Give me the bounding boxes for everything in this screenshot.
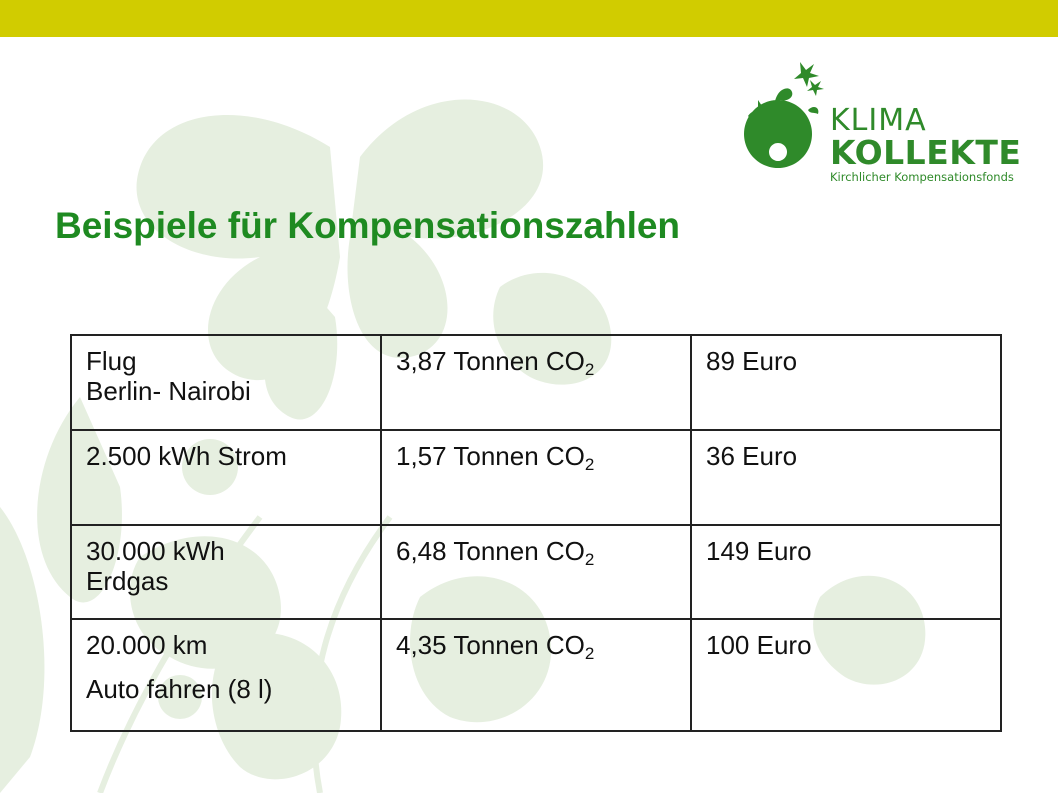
logo-line-kollekte: KOLLEKTE [830, 133, 1022, 172]
logo-tagline: Kirchlicher Kompensationsfonds [830, 170, 1014, 184]
compensation-table: Flug Berlin- Nairobi 3,87 Tonnen CO2 89 … [70, 334, 1002, 732]
klima-kollekte-logo: KLIMA KOLLEKTE Kirchlicher Kompensations… [738, 58, 1038, 188]
price-cell: 36 Euro [690, 429, 1002, 526]
activity-label-line: 2.500 kWh Strom [86, 441, 287, 471]
co2-subscript: 2 [584, 550, 595, 569]
activity-cell: 2.500 kWh Strom [70, 429, 382, 526]
top-color-band [0, 0, 1058, 37]
activity-label-line: Auto fahren (8 l) [86, 674, 273, 704]
slide-title: Beispiele für Kompensationszahlen [55, 205, 681, 246]
co2-subscript: 2 [584, 455, 595, 474]
table-row: 30.000 kWh Erdgas 6,48 Tonnen CO2 149 Eu… [70, 524, 1002, 620]
co2-cell: 4,35 Tonnen CO2 [380, 618, 692, 732]
price-value: 149 Euro [706, 536, 812, 566]
table-row: 2.500 kWh Strom 1,57 Tonnen CO2 36 Euro [70, 429, 1002, 526]
co2-cell: 1,57 Tonnen CO2 [380, 429, 692, 526]
price-value: 100 Euro [706, 630, 812, 660]
price-value: 89 Euro [706, 346, 798, 376]
co2-amount: 6,48 Tonnen CO [396, 536, 585, 566]
co2-cell: 3,87 Tonnen CO2 [380, 334, 692, 431]
activity-cell: 20.000 km Auto fahren (8 l) [70, 618, 382, 732]
co2-amount: 3,87 Tonnen CO [396, 346, 585, 376]
activity-cell: 30.000 kWh Erdgas [70, 524, 382, 620]
activity-label-line: Berlin- Nairobi [86, 376, 251, 406]
activity-label-line: 20.000 km [86, 630, 208, 660]
co2-subscript: 2 [584, 644, 595, 663]
co2-amount: 4,35 Tonnen CO [396, 630, 585, 660]
activity-cell: Flug Berlin- Nairobi [70, 334, 382, 431]
price-cell: 89 Euro [690, 334, 1002, 431]
activity-label-line: Erdgas [86, 566, 169, 596]
activity-label-line: Flug [86, 346, 137, 376]
table-row: 20.000 km Auto fahren (8 l) 4,35 Tonnen … [70, 618, 1002, 732]
price-cell: 100 Euro [690, 618, 1002, 732]
co2-amount: 1,57 Tonnen CO [396, 441, 585, 471]
price-value: 36 Euro [706, 441, 798, 471]
table-row: Flug Berlin- Nairobi 3,87 Tonnen CO2 89 … [70, 334, 1002, 431]
co2-subscript: 2 [584, 360, 595, 379]
activity-label-line: 30.000 kWh [86, 536, 225, 566]
price-cell: 149 Euro [690, 524, 1002, 620]
logo-line-klima: KLIMA [830, 103, 927, 138]
co2-cell: 6,48 Tonnen CO2 [380, 524, 692, 620]
klima-kollekte-mark-icon [744, 62, 824, 168]
